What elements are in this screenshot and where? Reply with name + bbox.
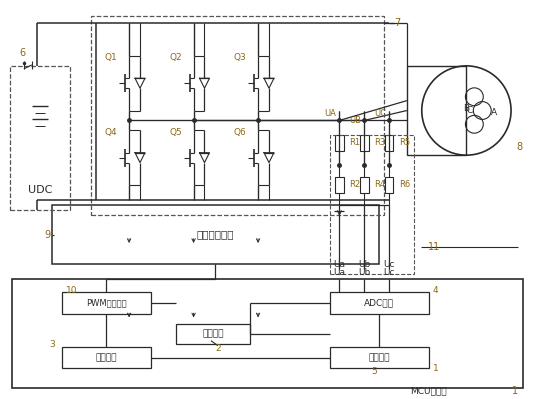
Bar <box>12 279 523 388</box>
Bar <box>52 205 379 264</box>
Text: 功率驱动模块: 功率驱动模块 <box>197 229 234 239</box>
Bar <box>407 66 466 155</box>
Text: Ub: Ub <box>358 260 371 269</box>
Bar <box>360 177 368 193</box>
Bar <box>61 292 151 314</box>
Text: Q1: Q1 <box>105 53 117 62</box>
Text: Q5: Q5 <box>169 128 182 137</box>
Text: 运算模块: 运算模块 <box>96 353 117 362</box>
Text: B: B <box>464 104 469 113</box>
Bar <box>384 135 394 151</box>
Text: 11: 11 <box>428 243 440 253</box>
Text: UA: UA <box>325 109 336 118</box>
Text: MCU控制器: MCU控制器 <box>411 387 447 396</box>
Text: UC: UC <box>374 109 386 118</box>
Text: R4: R4 <box>374 180 385 190</box>
Text: A: A <box>491 108 497 117</box>
Text: UB: UB <box>349 116 361 125</box>
Bar <box>91 16 384 215</box>
Text: 7: 7 <box>394 18 400 28</box>
Bar <box>329 135 414 274</box>
Text: 10: 10 <box>66 286 77 294</box>
Text: Q4: Q4 <box>105 128 117 137</box>
Bar <box>10 66 69 210</box>
Text: Uc: Uc <box>383 260 395 269</box>
Text: Ua: Ua <box>333 260 345 269</box>
Text: Q3: Q3 <box>234 53 247 62</box>
Text: C: C <box>466 106 473 115</box>
Text: R6: R6 <box>399 180 410 190</box>
Text: 6: 6 <box>19 48 25 58</box>
Bar <box>329 292 429 314</box>
Text: 3: 3 <box>49 340 54 349</box>
Text: Ub: Ub <box>358 268 371 277</box>
Bar <box>61 347 151 368</box>
Bar <box>335 177 344 193</box>
Text: 8: 8 <box>516 142 522 152</box>
Text: 2: 2 <box>215 344 221 353</box>
Text: 5: 5 <box>371 367 377 376</box>
Bar <box>329 347 429 368</box>
Text: 1: 1 <box>512 386 518 396</box>
Text: ADC模块: ADC模块 <box>364 298 394 308</box>
Text: 9: 9 <box>45 229 51 239</box>
Text: R5: R5 <box>399 138 410 147</box>
Text: 计时单元: 计时单元 <box>202 329 224 338</box>
Text: 1: 1 <box>433 364 438 373</box>
Text: R3: R3 <box>374 138 386 147</box>
Bar <box>360 135 368 151</box>
Text: UDC: UDC <box>28 185 52 195</box>
Text: R2: R2 <box>349 180 360 190</box>
Text: Uc: Uc <box>383 268 395 277</box>
Text: R1: R1 <box>349 138 360 147</box>
Text: Q2: Q2 <box>169 53 182 62</box>
Text: 存储单元: 存储单元 <box>368 353 390 362</box>
Bar <box>384 177 394 193</box>
Text: PWM控制模块: PWM控制模块 <box>86 298 127 308</box>
Text: Ua: Ua <box>333 268 345 277</box>
Text: 4: 4 <box>433 286 438 294</box>
Bar <box>176 324 250 344</box>
Bar <box>335 135 344 151</box>
Text: Q6: Q6 <box>234 128 247 137</box>
